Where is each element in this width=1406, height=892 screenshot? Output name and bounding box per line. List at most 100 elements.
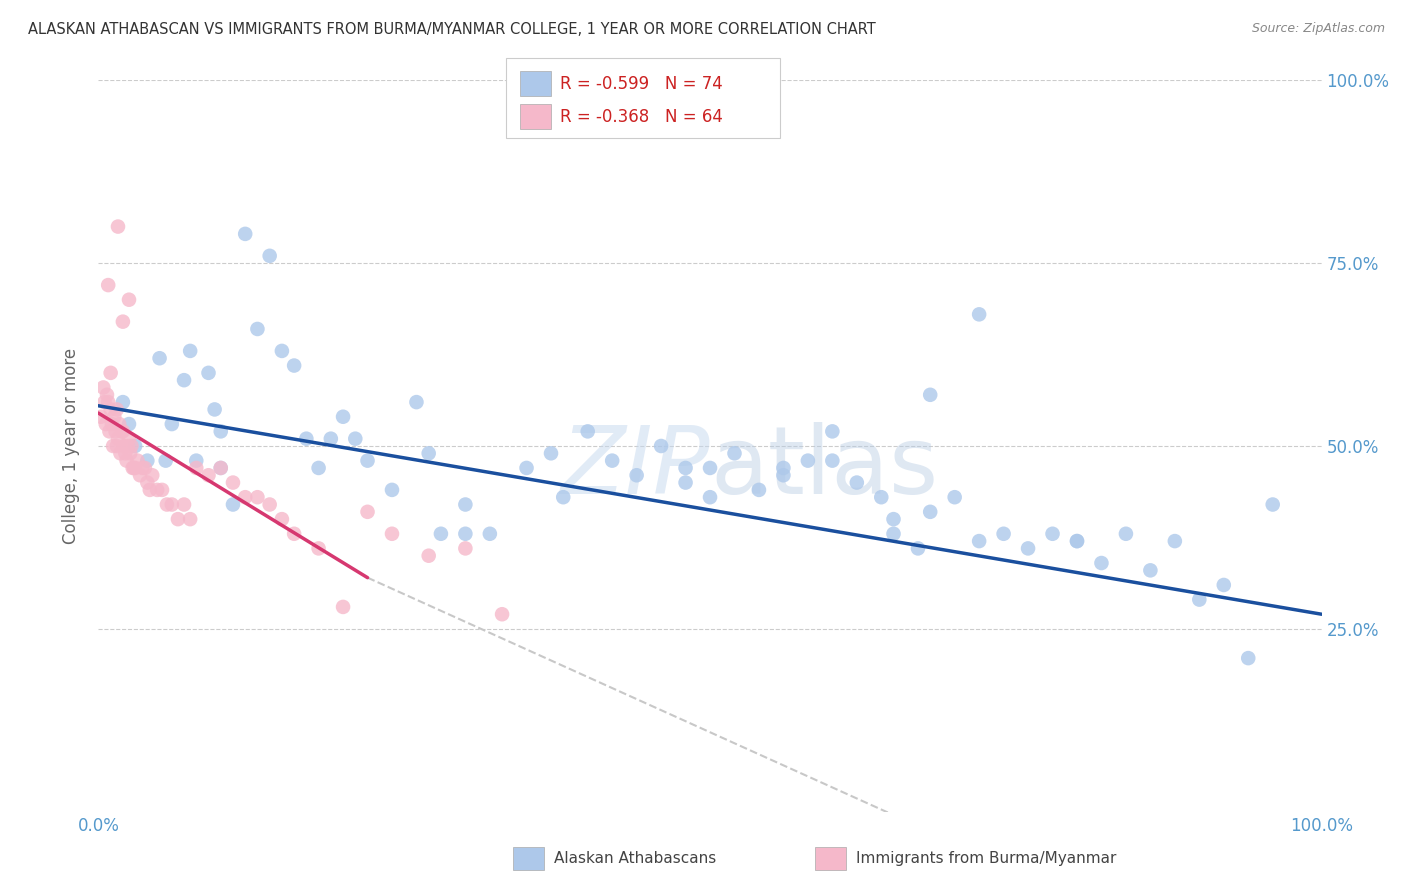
Point: [576, 425, 599, 439]
Point: [283, 526, 305, 541]
Point: [650, 439, 672, 453]
Point: [283, 359, 305, 373]
Point: [675, 461, 697, 475]
Point: [332, 409, 354, 424]
Point: [699, 461, 721, 475]
Point: [107, 219, 129, 234]
Point: [246, 490, 269, 504]
Point: [381, 526, 404, 541]
Point: [943, 490, 966, 504]
Point: [920, 505, 942, 519]
Point: [675, 475, 697, 490]
Point: [120, 439, 142, 453]
Point: [772, 461, 794, 475]
Point: [160, 417, 183, 431]
Point: [356, 453, 378, 467]
Point: [124, 439, 146, 453]
Point: [821, 425, 844, 439]
Point: [105, 439, 128, 453]
Point: [515, 461, 537, 475]
Point: [114, 446, 136, 460]
Point: [319, 432, 342, 446]
Point: [430, 526, 453, 541]
Point: [295, 432, 318, 446]
Point: [381, 483, 404, 497]
Point: [112, 439, 135, 453]
Point: [129, 468, 152, 483]
Point: [454, 541, 477, 556]
Point: [748, 483, 770, 497]
Point: [1115, 526, 1137, 541]
Point: [108, 417, 131, 431]
Point: [127, 453, 149, 467]
Point: [600, 453, 623, 467]
Point: [97, 278, 120, 293]
Point: [173, 498, 195, 512]
Point: [118, 432, 141, 446]
Point: [136, 475, 159, 490]
Point: [120, 446, 142, 460]
Point: [418, 446, 440, 460]
Point: [821, 453, 844, 467]
Point: [454, 526, 477, 541]
Point: [454, 498, 477, 512]
Point: [209, 461, 232, 475]
Point: [993, 526, 1015, 541]
Point: [156, 498, 179, 512]
Point: [907, 541, 929, 556]
Point: [308, 461, 330, 475]
Point: [141, 468, 163, 483]
Text: Source: ZipAtlas.com: Source: ZipAtlas.com: [1251, 22, 1385, 36]
Point: [405, 395, 427, 409]
Point: [883, 526, 905, 541]
Point: [1066, 534, 1088, 549]
Point: [222, 475, 245, 490]
Point: [308, 541, 330, 556]
Point: [1139, 563, 1161, 577]
Point: [356, 505, 378, 519]
Point: [103, 409, 125, 424]
Point: [209, 461, 232, 475]
Point: [139, 483, 162, 497]
Text: R = -0.368   N = 64: R = -0.368 N = 64: [560, 108, 723, 126]
Point: [104, 425, 127, 439]
Point: [699, 490, 721, 504]
Point: [1042, 526, 1064, 541]
Text: R = -0.599   N = 74: R = -0.599 N = 74: [560, 75, 723, 93]
Point: [105, 402, 128, 417]
Point: [553, 490, 575, 504]
Point: [186, 461, 208, 475]
Point: [97, 395, 120, 409]
Point: [111, 425, 134, 439]
Point: [96, 388, 118, 402]
Point: [259, 249, 281, 263]
Point: [91, 380, 114, 394]
Point: [233, 490, 256, 504]
Point: [478, 526, 501, 541]
Point: [1261, 498, 1284, 512]
Text: Immigrants from Burma/Myanmar: Immigrants from Burma/Myanmar: [856, 851, 1116, 866]
Point: [797, 453, 820, 467]
Point: [110, 446, 132, 460]
Point: [1212, 578, 1234, 592]
Point: [115, 453, 138, 467]
Y-axis label: College, 1 year or more: College, 1 year or more: [62, 348, 80, 544]
Point: [197, 366, 219, 380]
Point: [94, 417, 117, 431]
Point: [883, 512, 905, 526]
Point: [122, 461, 145, 475]
Point: [124, 461, 146, 475]
Text: ALASKAN ATHABASCAN VS IMMIGRANTS FROM BURMA/MYANMAR COLLEGE, 1 YEAR OR MORE CORR: ALASKAN ATHABASCAN VS IMMIGRANTS FROM BU…: [28, 22, 876, 37]
Point: [967, 307, 990, 321]
Point: [491, 607, 513, 622]
Point: [98, 425, 121, 439]
Text: Alaskan Athabascans: Alaskan Athabascans: [554, 851, 716, 866]
Point: [233, 227, 256, 241]
Point: [149, 351, 172, 366]
Point: [1188, 592, 1211, 607]
Point: [270, 343, 294, 358]
Point: [131, 461, 153, 475]
Point: [967, 534, 990, 549]
Point: [1237, 651, 1260, 665]
Point: [101, 417, 124, 431]
